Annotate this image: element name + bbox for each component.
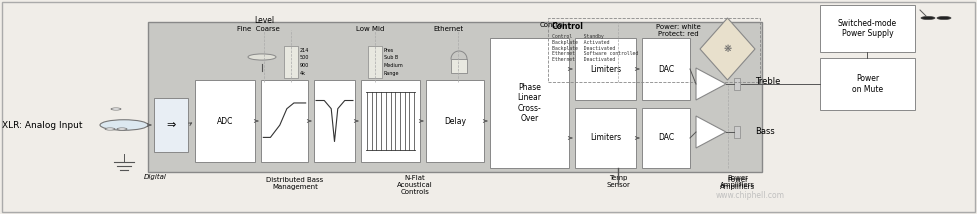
Bar [451,59,467,73]
Text: ADC: ADC [217,116,234,125]
Text: 214: 214 [300,48,310,52]
Text: Bass: Bass [755,128,775,137]
Text: Low Mid: Low Mid [356,26,384,32]
Text: Delay: Delay [444,116,466,125]
Bar [261,80,308,162]
Polygon shape [696,68,726,100]
Text: XLR: Analog Input: XLR: Analog Input [2,120,82,129]
Text: Range: Range [384,71,400,76]
Text: Treble: Treble [755,77,781,86]
Bar [820,5,915,52]
Bar [734,78,740,90]
Bar [426,80,484,162]
Circle shape [105,128,115,130]
Text: Fine  Coarse: Fine Coarse [236,26,279,32]
Bar [575,108,636,168]
Text: Power
Amplifiers: Power Amplifiers [720,175,755,188]
Text: ❋: ❋ [723,44,732,54]
Polygon shape [700,18,755,80]
Text: Power: white
Protect: red: Power: white Protect: red [656,24,701,37]
Text: Medium: Medium [384,64,404,68]
Text: Pres: Pres [384,48,395,52]
Circle shape [111,108,121,110]
Bar [195,80,255,162]
Circle shape [937,16,951,19]
Circle shape [100,120,148,130]
Text: Phase
Linear
Cross-
Over: Phase Linear Cross- Over [518,83,541,123]
Text: Control: Control [552,22,584,31]
Text: Ethernet: Ethernet [433,26,463,32]
Text: 4k: 4k [300,71,306,76]
Text: 500: 500 [300,55,310,61]
Polygon shape [696,116,726,148]
Bar [314,80,355,162]
Text: chip
hell: chip hell [834,114,906,176]
Bar [490,38,569,168]
Text: Power
on Mute: Power on Mute [852,74,883,94]
Bar [148,22,762,172]
Circle shape [248,54,276,60]
Text: DAC: DAC [658,134,674,143]
Circle shape [613,187,623,189]
Text: www.chiphell.com: www.chiphell.com [715,190,785,199]
Text: Switched-mode
Power Supply: Switched-mode Power Supply [838,19,897,38]
Text: Control: Control [539,22,565,28]
Circle shape [921,16,935,19]
Bar [642,38,690,100]
Text: Limiters: Limiters [590,64,621,73]
Circle shape [117,128,127,130]
Text: Limiters: Limiters [590,134,621,143]
Text: Digital: Digital [144,174,166,180]
Text: N-Flat
Acoustical
Controls: N-Flat Acoustical Controls [397,175,433,195]
Bar [642,108,690,168]
Text: 900: 900 [300,64,310,68]
Bar [734,126,740,138]
Bar [154,98,188,152]
Bar [820,58,915,110]
Text: Temp
Sensor: Temp Sensor [606,175,630,188]
Text: Level: Level [254,16,275,25]
Text: ⇒: ⇒ [166,120,176,130]
Text: Control    Standby
Backplate  Activated
Backplate  Deactivated
Ethernet   Softwa: Control Standby Backplate Activated Back… [552,34,638,62]
Bar [548,18,760,82]
Bar [368,46,382,78]
Text: DAC: DAC [658,64,674,73]
Bar [284,46,298,78]
Bar [575,38,636,100]
Text: Distributed Bass
Management: Distributed Bass Management [267,177,323,190]
Text: Sub B: Sub B [384,55,399,61]
Bar [361,80,420,162]
Text: Power
Amplifiers: Power Amplifiers [720,177,755,190]
